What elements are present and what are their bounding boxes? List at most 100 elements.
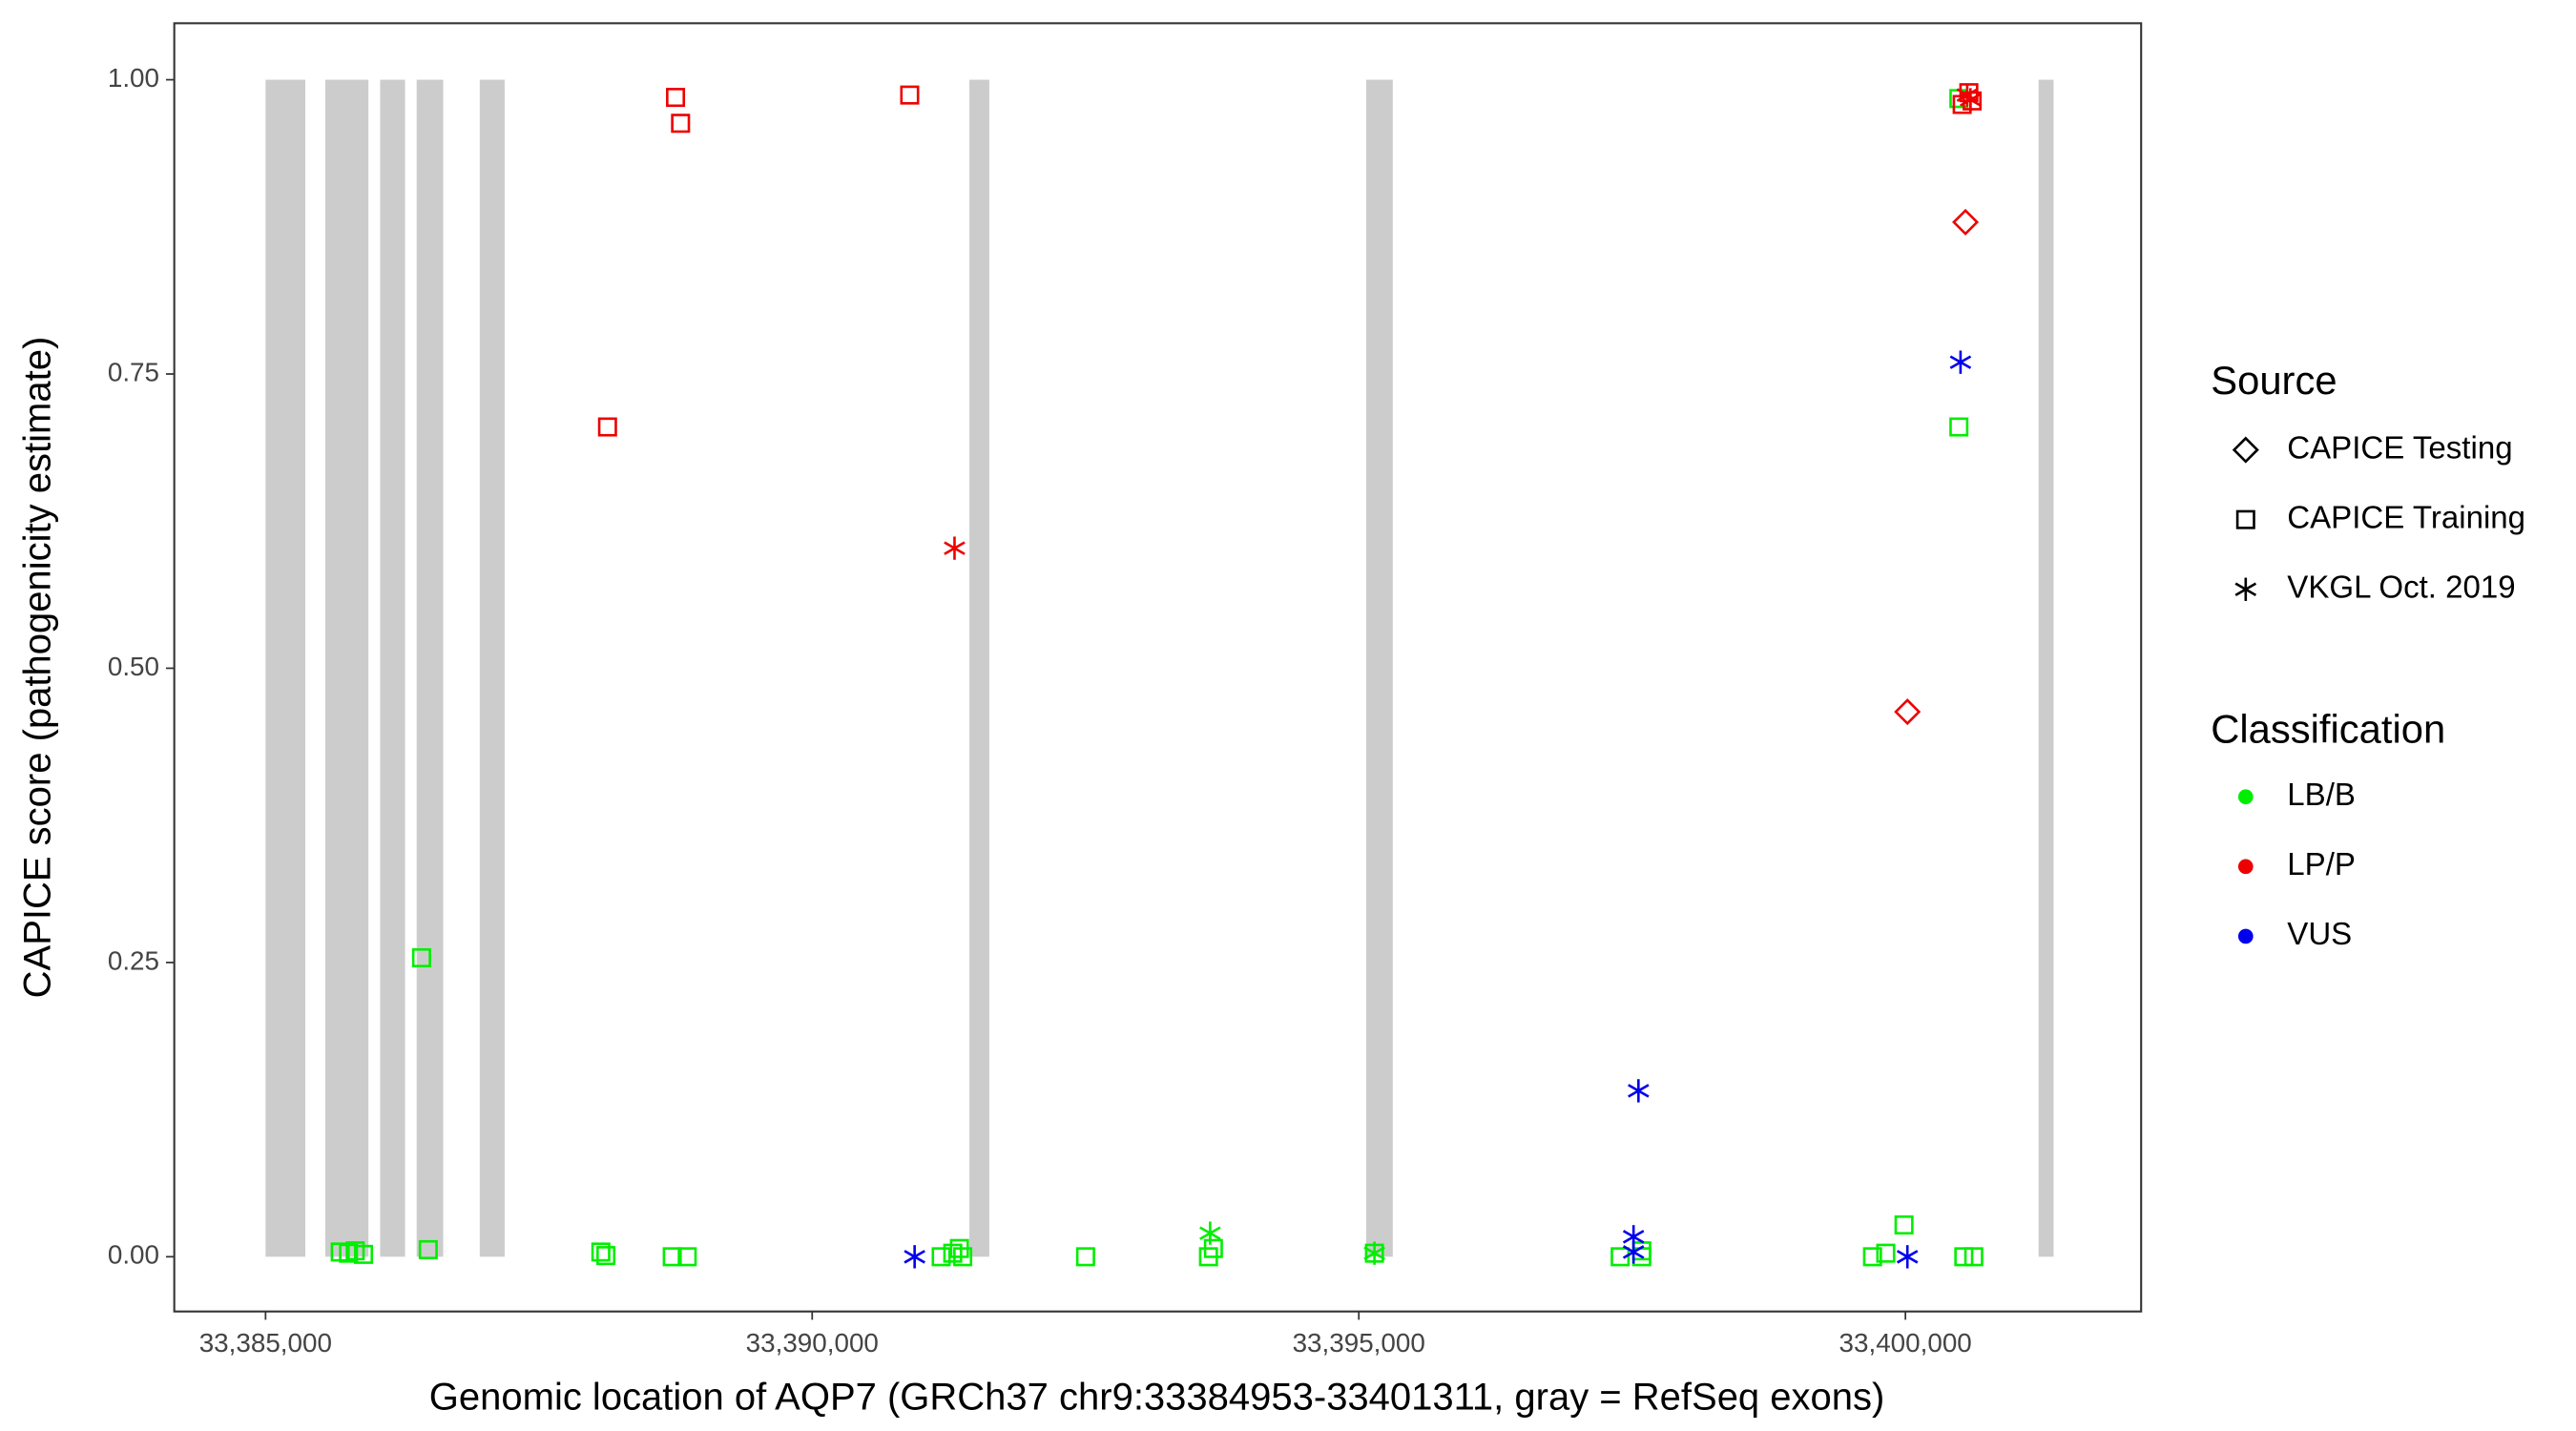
point bbox=[1894, 1215, 1914, 1235]
x-tick-label: 33,390,000 bbox=[746, 1328, 879, 1358]
point-shape bbox=[953, 1247, 973, 1267]
y-tick-label: 0.25 bbox=[108, 945, 159, 975]
exon bbox=[2038, 79, 2054, 1257]
point bbox=[1949, 417, 1969, 437]
point bbox=[418, 1239, 438, 1259]
point bbox=[671, 114, 691, 134]
x-tick-label: 33,400,000 bbox=[1839, 1328, 1972, 1358]
point-shape bbox=[1894, 1215, 1914, 1235]
point-shape bbox=[591, 1242, 611, 1262]
exon bbox=[416, 79, 444, 1257]
point bbox=[597, 417, 617, 437]
point-shape bbox=[1952, 208, 1980, 236]
point-shape bbox=[1949, 355, 1972, 369]
point bbox=[1862, 1247, 1882, 1267]
point bbox=[354, 1244, 374, 1264]
point-shape bbox=[1956, 88, 1979, 102]
legend-label: VKGL Oct. 2019 bbox=[2287, 570, 2515, 605]
legend-key bbox=[2237, 789, 2254, 805]
point-shape bbox=[1862, 1247, 1882, 1267]
point bbox=[1963, 1247, 1984, 1267]
point bbox=[1628, 1079, 1650, 1103]
point-shape bbox=[2232, 436, 2259, 464]
point bbox=[411, 947, 431, 967]
exon bbox=[1366, 79, 1393, 1257]
point bbox=[591, 1242, 611, 1262]
exon bbox=[325, 79, 369, 1257]
point-shape bbox=[1363, 1246, 1385, 1260]
y-tick-label: 0.00 bbox=[108, 1240, 159, 1270]
point-shape bbox=[2235, 509, 2255, 529]
x-axis-title: Genomic location of AQP7 (GRCh37 chr9:33… bbox=[429, 1376, 1885, 1418]
point bbox=[339, 1243, 359, 1263]
legend-key bbox=[2237, 928, 2254, 944]
point bbox=[1075, 1247, 1095, 1267]
point-shape bbox=[339, 1243, 359, 1263]
legend-label: LB/B bbox=[2287, 778, 2356, 813]
point bbox=[666, 88, 686, 108]
point bbox=[1876, 1243, 1896, 1263]
exon bbox=[479, 79, 505, 1257]
point-shape bbox=[418, 1239, 438, 1259]
point-shape bbox=[1954, 1247, 1974, 1267]
legend-key bbox=[2237, 859, 2254, 875]
point bbox=[904, 1245, 925, 1269]
y-tick-label: 0.75 bbox=[108, 357, 159, 386]
legend-label: CAPICE Testing bbox=[2287, 430, 2512, 466]
point bbox=[1363, 1241, 1385, 1265]
point bbox=[953, 1247, 973, 1267]
point bbox=[662, 1247, 682, 1267]
point-shape bbox=[943, 1243, 963, 1263]
point-shape bbox=[904, 1250, 925, 1264]
point bbox=[1199, 1221, 1221, 1245]
point bbox=[944, 536, 966, 560]
point-shape bbox=[411, 947, 431, 967]
point-shape bbox=[900, 85, 920, 105]
point bbox=[1956, 83, 1979, 107]
point-shape bbox=[354, 1244, 374, 1264]
point-shape bbox=[1896, 1250, 1919, 1264]
point bbox=[1894, 698, 1922, 726]
point-shape bbox=[1963, 1247, 1984, 1267]
point-shape bbox=[662, 1247, 682, 1267]
point bbox=[596, 1246, 616, 1266]
point-shape bbox=[1622, 1230, 1645, 1244]
exon bbox=[380, 79, 405, 1257]
legend-title: Classification bbox=[2211, 706, 2445, 751]
point-shape bbox=[1199, 1226, 1221, 1240]
point-shape bbox=[1949, 417, 1969, 437]
point-shape bbox=[1610, 1247, 1631, 1267]
point bbox=[1203, 1238, 1223, 1258]
point-shape bbox=[1894, 698, 1922, 726]
x-tick-label: 33,395,000 bbox=[1293, 1328, 1425, 1358]
point bbox=[1954, 1247, 1974, 1267]
point-shape bbox=[597, 417, 617, 437]
point-shape bbox=[1203, 1238, 1223, 1258]
point bbox=[1949, 350, 1972, 374]
plot-border bbox=[173, 22, 2143, 1313]
point-shape bbox=[944, 541, 966, 555]
exon bbox=[265, 79, 306, 1257]
point bbox=[1952, 208, 1980, 236]
point bbox=[2235, 509, 2255, 529]
point-shape bbox=[1876, 1243, 1896, 1263]
point-shape bbox=[666, 88, 686, 108]
point bbox=[1896, 1245, 1919, 1269]
point bbox=[900, 85, 920, 105]
point-shape bbox=[671, 114, 691, 134]
y-tick-label: 0.50 bbox=[108, 652, 159, 681]
legend-label: VUS bbox=[2287, 917, 2352, 952]
y-tick-label: 1.00 bbox=[108, 63, 159, 93]
point-shape bbox=[677, 1247, 697, 1267]
point bbox=[1610, 1247, 1631, 1267]
point-shape bbox=[1960, 93, 1982, 107]
x-tick-label: 33,385,000 bbox=[199, 1328, 332, 1358]
point bbox=[2232, 436, 2259, 464]
point bbox=[2234, 577, 2257, 601]
point-shape bbox=[2234, 582, 2257, 596]
point-shape bbox=[596, 1246, 616, 1266]
legend-title: Source bbox=[2211, 358, 2337, 403]
point bbox=[931, 1247, 951, 1267]
point-shape bbox=[1622, 1245, 1645, 1259]
